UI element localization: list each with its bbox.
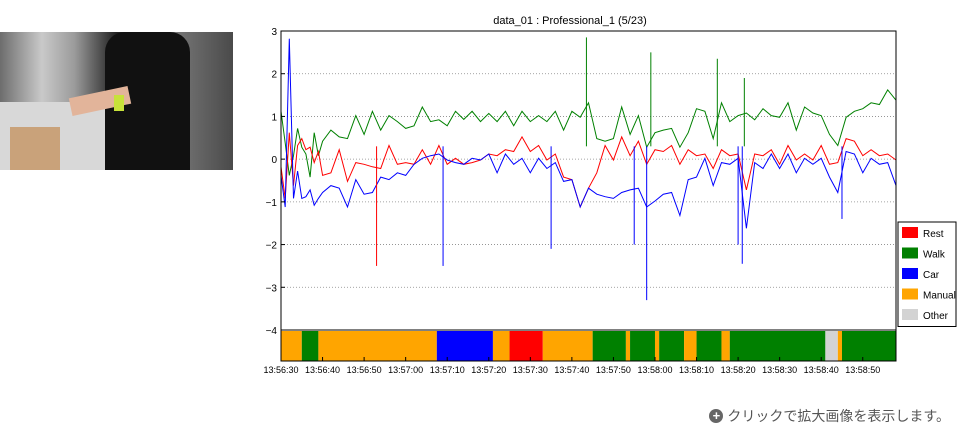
activity-segment-0 bbox=[281, 331, 302, 361]
y-tick-label: −3 bbox=[266, 283, 278, 294]
legend-swatch-manual bbox=[902, 288, 918, 300]
legend-swatch-walk bbox=[902, 247, 918, 259]
x-tick-label: 13:58:40 bbox=[804, 365, 839, 375]
sensor-chart[interactable]: data_01 : Professional_1 (5/23) 3 2 1 0 −1 −2… bbox=[240, 0, 960, 380]
activity-bar bbox=[281, 329, 896, 361]
plot-frame bbox=[280, 30, 897, 362]
legend-label-other: Other bbox=[923, 311, 949, 322]
x-tick-label: 13:57:20 bbox=[471, 365, 506, 375]
legend-label-car: Car bbox=[923, 270, 940, 281]
legend-label-walk: Walk bbox=[923, 250, 946, 261]
chart-title: data_01 : Professional_1 (5/23) bbox=[493, 15, 647, 27]
series-line-0 bbox=[280, 89, 897, 178]
x-tick-label: 13:57:10 bbox=[430, 365, 465, 375]
x-tick-label: 13:58:00 bbox=[637, 365, 672, 375]
legend-label-rest: Rest bbox=[923, 229, 944, 240]
x-tick-label: 13:58:10 bbox=[679, 365, 714, 375]
y-axis-ticks: 3 2 1 0 −1 −2 −3 −4 bbox=[266, 27, 285, 337]
x-tick-label: 13:57:50 bbox=[596, 365, 631, 375]
activity-segment-17 bbox=[837, 331, 842, 361]
y-tick-label: 1 bbox=[271, 112, 277, 123]
activity-segment-5 bbox=[509, 331, 543, 361]
series-line-2 bbox=[280, 38, 897, 229]
x-tick-label: 13:58:20 bbox=[721, 365, 756, 375]
enlarge-hint[interactable]: + クリックで拡大画像を表示します。 bbox=[709, 406, 950, 426]
legend-swatch-rest bbox=[902, 227, 918, 238]
video-frame-thumbnail[interactable] bbox=[0, 32, 233, 170]
y-tick-label: −1 bbox=[266, 198, 278, 209]
plus-circle-icon: + bbox=[709, 409, 724, 423]
activity-segment-12 bbox=[684, 331, 697, 361]
x-tick-label: 13:56:40 bbox=[305, 365, 340, 375]
legend: Rest Walk Car Manual Other bbox=[897, 221, 957, 327]
series-line-1 bbox=[280, 132, 897, 209]
activity-segment-1 bbox=[301, 331, 319, 361]
y-tick-label: 2 bbox=[271, 70, 277, 81]
x-tick-label: 13:57:30 bbox=[513, 365, 548, 375]
x-tick-label: 13:58:30 bbox=[762, 365, 797, 375]
x-tick-label: 13:57:00 bbox=[388, 365, 423, 375]
legend-label-manual: Manual bbox=[923, 291, 956, 302]
activity-segment-8 bbox=[625, 331, 631, 361]
activity-segment-3 bbox=[436, 331, 493, 361]
activity-segment-16 bbox=[825, 331, 838, 361]
x-tick-label: 13:56:30 bbox=[263, 365, 298, 375]
wristband-shape bbox=[114, 95, 124, 111]
legend-swatch-other bbox=[902, 309, 918, 320]
activity-segment-9 bbox=[630, 331, 655, 361]
activity-segment-11 bbox=[659, 331, 685, 361]
y-tick-label: −2 bbox=[266, 241, 278, 252]
y-tick-label: 3 bbox=[271, 27, 277, 38]
activity-segment-4 bbox=[492, 331, 510, 361]
x-tick-label: 13:56:50 bbox=[347, 365, 382, 375]
activity-segment-6 bbox=[542, 331, 593, 361]
activity-segment-10 bbox=[654, 331, 660, 361]
activity-segment-2 bbox=[318, 331, 437, 361]
x-tick-label: 13:57:40 bbox=[554, 365, 589, 375]
activity-segment-7 bbox=[592, 331, 626, 361]
x-tick-label: 13:58:50 bbox=[845, 365, 880, 375]
grid-lines bbox=[281, 73, 896, 288]
activity-segment-13 bbox=[696, 331, 722, 361]
y-tick-label: 0 bbox=[271, 155, 277, 166]
x-axis-ticks: 13:56:30 13:56:40 13:56:50 13:57:00 13:57:10… bbox=[263, 357, 880, 375]
box-shape bbox=[10, 127, 60, 170]
activity-segment-18 bbox=[841, 331, 896, 361]
activity-segment-15 bbox=[729, 331, 826, 361]
legend-swatch-car bbox=[902, 268, 918, 279]
series-layer bbox=[280, 37, 897, 301]
activity-segment-14 bbox=[721, 331, 730, 361]
enlarge-hint-text: クリックで拡大画像を表示します。 bbox=[727, 408, 950, 424]
y-tick-label: −4 bbox=[266, 326, 278, 337]
